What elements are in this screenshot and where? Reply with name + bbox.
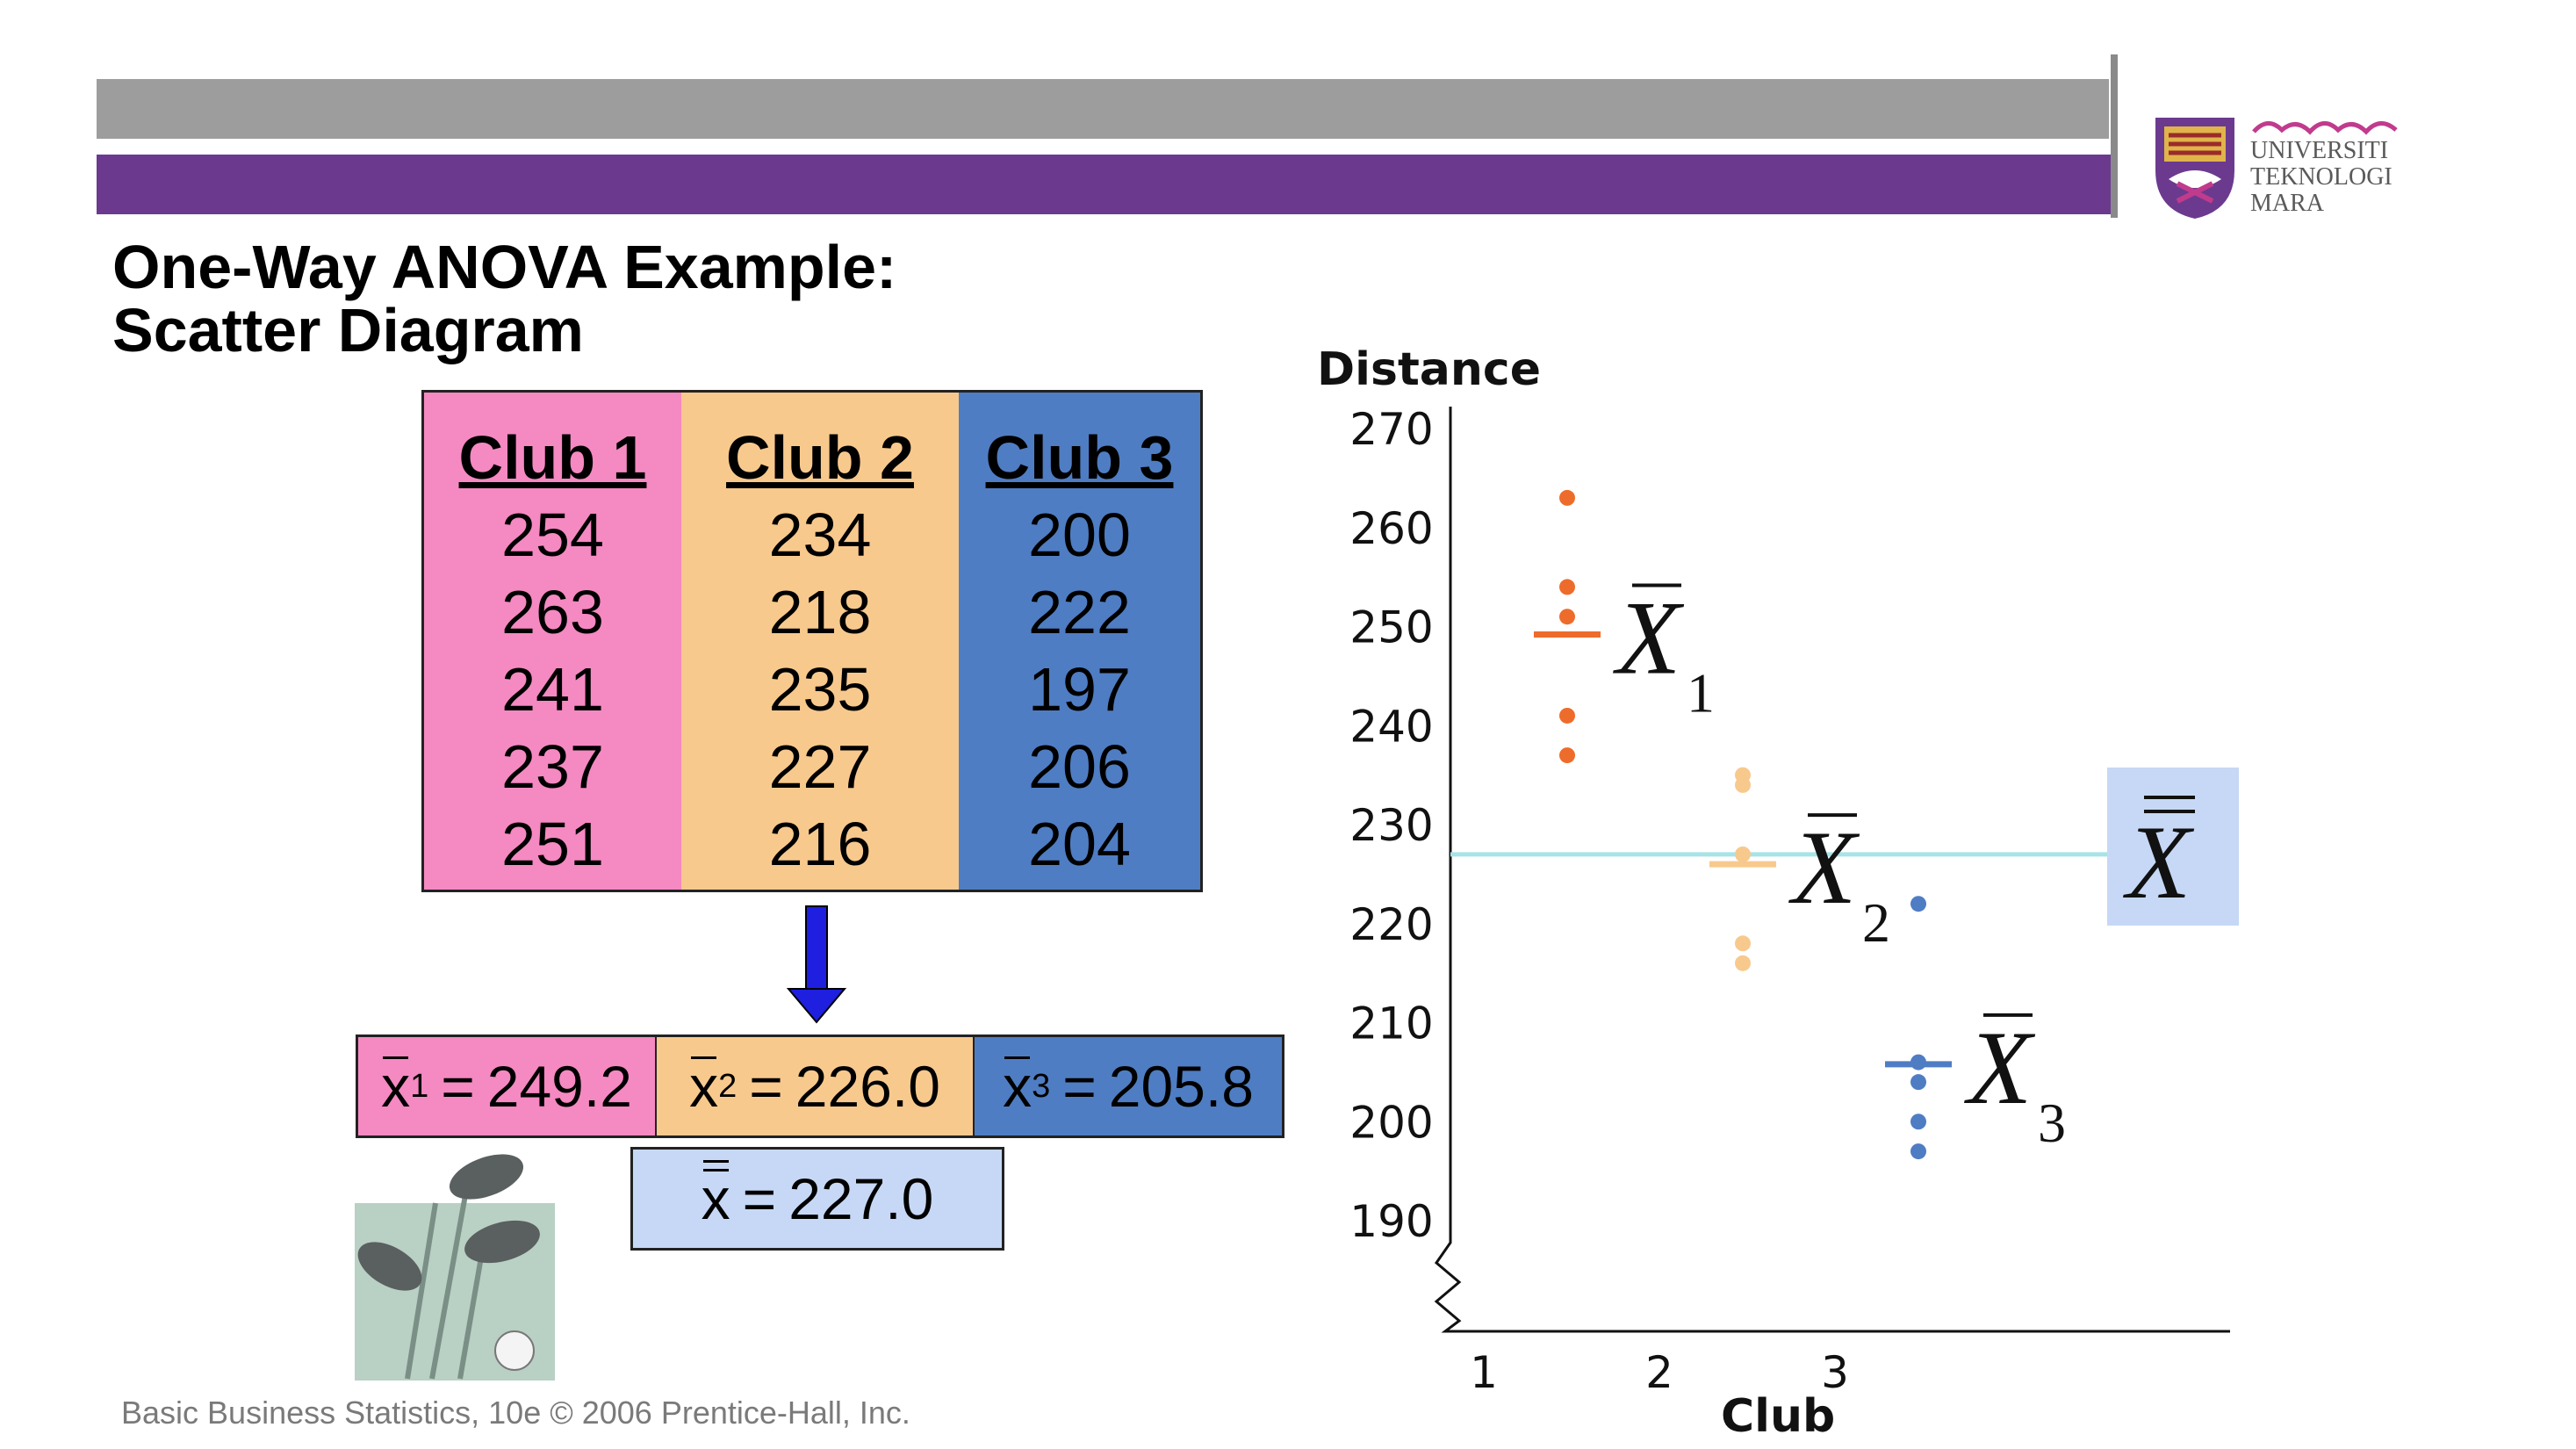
table-cell: 234 — [768, 501, 872, 569]
table-cell: 197 — [1028, 655, 1131, 724]
y-tick-label: 250 — [1349, 602, 1433, 653]
table-cell: 206 — [1028, 732, 1131, 801]
subscript: 1 — [410, 1067, 429, 1105]
grand-mean-label-box — [2107, 768, 2239, 926]
xbarbar-symbol: x — [701, 1160, 730, 1231]
subscript: 2 — [718, 1067, 738, 1105]
data-point — [1559, 707, 1575, 724]
table-cell: 254 — [501, 501, 604, 569]
x-tick-label: 2 — [1645, 1347, 1673, 1398]
jawi-script-icon — [2252, 121, 2398, 135]
xbar-symbol: x — [689, 1054, 719, 1119]
logo-text-line3: MARA — [2250, 190, 2325, 217]
data-point — [1735, 955, 1751, 971]
data-table: Club 1 254 263 241 237 251 Club 2 234 21… — [421, 390, 1203, 892]
xbar-symbol: x — [1003, 1054, 1033, 1119]
data-point — [1910, 1074, 1926, 1091]
golf-clubs-icon — [355, 1154, 555, 1381]
y-tick-label: 190 — [1349, 1196, 1433, 1247]
crest-icon — [2155, 118, 2234, 219]
y-tick-label: 270 — [1349, 404, 1433, 455]
university-logo: UNIVERSITI TEKNOLOGI MARA — [2147, 109, 2410, 223]
group-mean-label: X — [1964, 1009, 2036, 1126]
y-tick-label: 260 — [1349, 503, 1433, 554]
column-header: Club 2 — [726, 423, 914, 492]
xbar-symbol: x — [381, 1054, 411, 1119]
equals-sign: = — [742, 1166, 777, 1231]
y-tick-label: 220 — [1349, 899, 1433, 950]
mean-value: 249.2 — [486, 1054, 632, 1119]
data-point — [1559, 579, 1575, 595]
table-column-club3: Club 3 200 222 197 206 204 — [959, 393, 1200, 890]
x-tick-label: 1 — [1470, 1347, 1498, 1398]
down-arrow-icon — [786, 905, 847, 1024]
slide-title-line1: One-Way ANOVA Example: — [112, 233, 897, 301]
y-tick-label: 240 — [1349, 701, 1433, 752]
data-point — [1559, 489, 1575, 506]
header-gray-bar — [97, 79, 2109, 139]
table-cell: 237 — [501, 732, 604, 801]
slide-title: One-Way ANOVA Example: Scatter Diagram — [112, 235, 896, 362]
group-mean-label-subscript: 2 — [1862, 891, 1890, 954]
column-header: Club 1 — [458, 423, 647, 492]
scatter-chart: Distance Club 190 200 210 220 230 240 250 260 27… — [1317, 343, 2239, 1440]
data-point — [1910, 1143, 1926, 1160]
data-point — [1910, 1114, 1926, 1130]
table-cell: 251 — [501, 810, 604, 878]
data-point — [1559, 747, 1575, 764]
table-cell: 235 — [768, 655, 872, 724]
footer-citation: Basic Business Statistics, 10e © 2006 Pr… — [121, 1395, 910, 1431]
table-column-club1: Club 1 254 263 241 237 251 — [424, 393, 681, 890]
table-cell: 218 — [768, 578, 872, 646]
grand-mean-box: x = 227.0 — [630, 1147, 1004, 1251]
logo-text-line2: TEKNOLOGI — [2250, 163, 2393, 191]
group-mean-label-subscript: 3 — [2038, 1092, 2066, 1154]
table-cell: 241 — [501, 655, 604, 724]
table-cell: 263 — [501, 578, 604, 646]
table-cell: 200 — [1028, 501, 1131, 569]
y-axis-title: Distance — [1317, 343, 1541, 396]
data-point — [1735, 935, 1751, 952]
table-cell: 227 — [768, 732, 872, 801]
data-point — [1735, 846, 1751, 862]
table-cell: 222 — [1028, 578, 1131, 646]
table-cell: 204 — [1028, 810, 1131, 878]
table-cell: 216 — [768, 810, 872, 878]
group-mean-label: X — [1788, 809, 1860, 926]
header-purple-bar — [97, 155, 2118, 214]
group-means-row: x 1 = 249.2 x 2 = 226.0 x 3 = 205.8 — [356, 1034, 1284, 1138]
data-point — [1910, 896, 1926, 912]
y-tick-label: 230 — [1349, 800, 1433, 851]
subscript: 3 — [1032, 1067, 1051, 1105]
equals-sign: = — [749, 1054, 783, 1119]
mean-club3: x 3 = 205.8 — [975, 1037, 1282, 1135]
column-header: Club 3 — [985, 423, 1174, 492]
table-column-club2: Club 2 234 218 235 227 216 — [681, 393, 959, 890]
logo-text-line1: UNIVERSITI — [2250, 137, 2389, 164]
header-divider — [2111, 54, 2118, 218]
mean-club2: x 2 = 226.0 — [657, 1037, 975, 1135]
group-mean-label: X — [1613, 580, 1685, 696]
y-tick-label: 210 — [1349, 998, 1433, 1049]
grand-mean-label: X — [2123, 804, 2195, 920]
mean-value: 226.0 — [795, 1054, 940, 1119]
equals-sign: = — [441, 1054, 475, 1119]
y-tick-label: 200 — [1349, 1097, 1433, 1148]
data-point — [1735, 767, 1751, 783]
group-mean-label-subscript: 1 — [1687, 662, 1715, 724]
data-point — [1559, 609, 1575, 625]
equals-sign: = — [1062, 1054, 1097, 1119]
x-axis-title: Club — [1721, 1390, 1835, 1440]
x-tick-label: 3 — [1821, 1347, 1849, 1398]
mean-club1: x 1 = 249.2 — [358, 1037, 657, 1135]
grand-mean-value: 227.0 — [788, 1166, 934, 1231]
mean-value: 205.8 — [1108, 1054, 1254, 1119]
y-axis-line — [1434, 407, 1462, 1333]
slide-title-line2: Scatter Diagram — [112, 296, 584, 364]
